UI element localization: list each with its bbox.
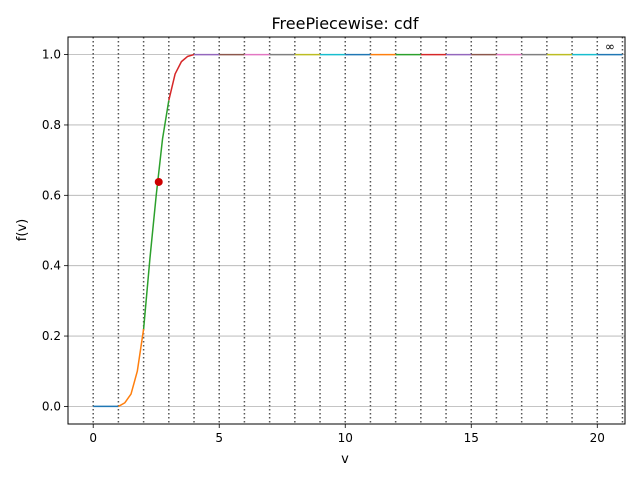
series-layer [93,53,623,408]
plot-frame [67,36,626,425]
series-line-1 [118,328,145,408]
y-tick-label: 0.2 [42,329,61,343]
x-tick-label: 15 [464,431,479,445]
x-tick-label: 10 [338,431,353,445]
marker-layer [154,177,163,186]
y-axis-label: f(v) [15,219,30,241]
y-tick-label: 1.0 [42,48,61,62]
breakpoint-layer [92,37,624,424]
x-axis-label: v [341,452,349,467]
x-tick-label: 20 [590,431,605,445]
x-tick-label: 5 [215,431,223,445]
y-tick-label: 0.6 [42,188,61,202]
series-line-3 [168,53,195,101]
y-tick-label: 0.4 [42,259,61,273]
highlight-point [154,177,163,186]
infinity-annotation: ∞ [605,40,615,54]
y-tick-label: 0.8 [42,118,61,132]
x-tick-label: 0 [89,431,97,445]
series-line-2 [142,100,170,330]
chart-title: FreePiecewise: cdf [272,14,419,33]
y-tick-label: 0.0 [42,399,61,413]
tick-layer: 0 5 10 15 20 0.0 0.2 0.4 0.6 0.8 1.0 [42,48,605,445]
